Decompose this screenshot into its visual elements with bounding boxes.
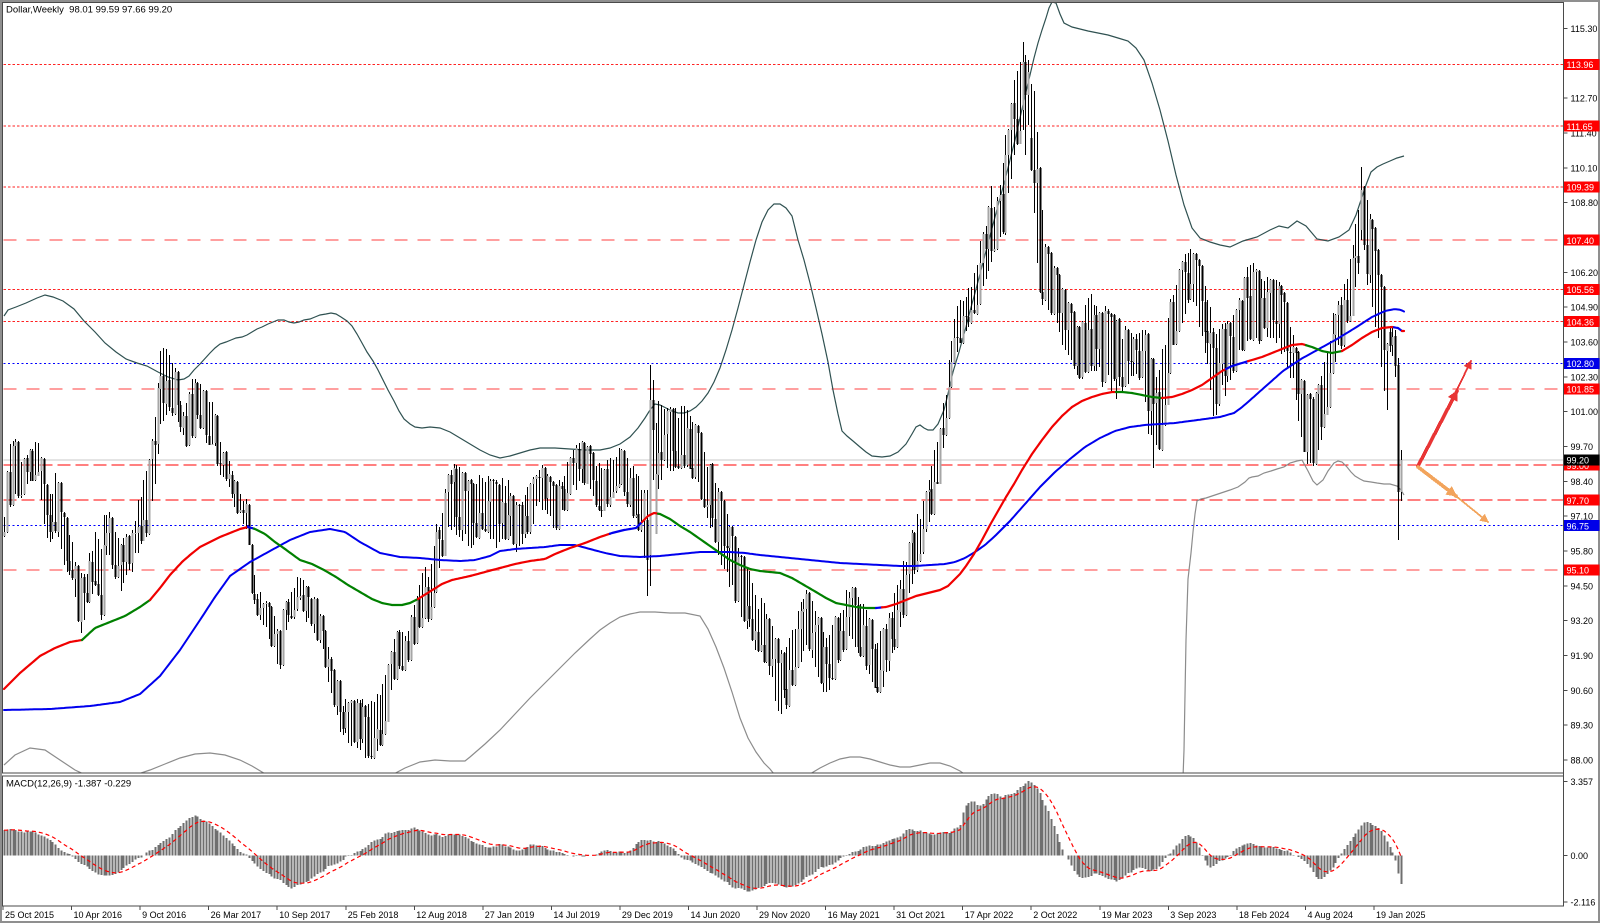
svg-text:95.10: 95.10: [1567, 566, 1590, 576]
svg-text:4 Aug 2024: 4 Aug 2024: [1308, 910, 1354, 920]
svg-text:31 Oct 2021: 31 Oct 2021: [896, 910, 945, 920]
svg-text:10 Apr 2016: 10 Apr 2016: [74, 910, 123, 920]
svg-text:97.10: 97.10: [1571, 512, 1594, 522]
svg-text:29 Dec 2019: 29 Dec 2019: [622, 910, 673, 920]
svg-text:19 Mar 2023: 19 Mar 2023: [1102, 910, 1153, 920]
svg-text:101.00: 101.00: [1571, 407, 1599, 417]
svg-text:3 Sep 2023: 3 Sep 2023: [1170, 910, 1216, 920]
svg-text:-2.116: -2.116: [1571, 898, 1596, 908]
svg-text:MACD(12,26,9) -1.387 -0.229: MACD(12,26,9) -1.387 -0.229: [6, 779, 131, 790]
svg-text:102.80: 102.80: [1567, 359, 1595, 369]
svg-text:14 Jun 2020: 14 Jun 2020: [691, 910, 741, 920]
svg-text:106.20: 106.20: [1571, 268, 1599, 278]
svg-text:0.00: 0.00: [1571, 851, 1589, 861]
svg-text:110.10: 110.10: [1571, 163, 1598, 173]
svg-text:17 Apr 2022: 17 Apr 2022: [965, 910, 1014, 920]
svg-text:97.70: 97.70: [1567, 496, 1590, 506]
svg-text:10 Sep 2017: 10 Sep 2017: [279, 910, 330, 920]
svg-text:109.39: 109.39: [1567, 183, 1595, 193]
svg-text:98.40: 98.40: [1571, 477, 1594, 487]
svg-text:91.90: 91.90: [1571, 651, 1594, 661]
svg-text:89.30: 89.30: [1571, 721, 1594, 731]
svg-text:16 May 2021: 16 May 2021: [828, 910, 880, 920]
svg-text:29 Nov 2020: 29 Nov 2020: [759, 910, 810, 920]
svg-text:112.70: 112.70: [1571, 94, 1598, 104]
svg-text:99.20: 99.20: [1567, 456, 1590, 466]
svg-text:Dollar,Weekly 98.01 99.59 97.: Dollar,Weekly 98.01 99.59 97.66 99.20: [6, 5, 172, 16]
svg-text:94.50: 94.50: [1571, 581, 1594, 591]
svg-text:96.75: 96.75: [1567, 521, 1590, 531]
svg-text:99.00: 99.00: [1567, 461, 1590, 471]
svg-text:104.90: 104.90: [1571, 303, 1599, 313]
svg-text:9 Oct 2016: 9 Oct 2016: [142, 910, 186, 920]
svg-text:111.40: 111.40: [1571, 128, 1597, 138]
svg-text:111.65: 111.65: [1567, 122, 1593, 132]
svg-text:93.20: 93.20: [1571, 616, 1594, 626]
svg-text:105.56: 105.56: [1567, 285, 1595, 295]
svg-text:26 Mar 2017: 26 Mar 2017: [211, 910, 262, 920]
svg-text:27 Jan 2019: 27 Jan 2019: [485, 910, 535, 920]
svg-text:88.00: 88.00: [1571, 756, 1594, 766]
svg-text:18 Feb 2024: 18 Feb 2024: [1239, 910, 1290, 920]
svg-text:115.30: 115.30: [1571, 24, 1598, 34]
svg-text:3.357: 3.357: [1571, 777, 1594, 787]
svg-text:14 Jul 2019: 14 Jul 2019: [553, 910, 600, 920]
svg-text:12 Aug 2018: 12 Aug 2018: [416, 910, 467, 920]
svg-text:99.70: 99.70: [1571, 442, 1594, 452]
svg-text:19 Jan 2025: 19 Jan 2025: [1376, 910, 1426, 920]
svg-text:107.40: 107.40: [1567, 236, 1595, 246]
svg-text:95.80: 95.80: [1571, 547, 1594, 557]
svg-text:108.80: 108.80: [1571, 198, 1599, 208]
svg-text:103.60: 103.60: [1571, 338, 1599, 348]
svg-text:25 Feb 2018: 25 Feb 2018: [348, 910, 399, 920]
svg-text:2 Oct 2022: 2 Oct 2022: [1033, 910, 1077, 920]
svg-text:113.96: 113.96: [1567, 60, 1594, 70]
svg-text:102.30: 102.30: [1571, 372, 1599, 382]
svg-text:90.60: 90.60: [1571, 686, 1594, 696]
svg-text:25 Oct 2015: 25 Oct 2015: [5, 910, 54, 920]
svg-text:104.36: 104.36: [1567, 317, 1595, 327]
svg-text:101.85: 101.85: [1567, 385, 1595, 395]
